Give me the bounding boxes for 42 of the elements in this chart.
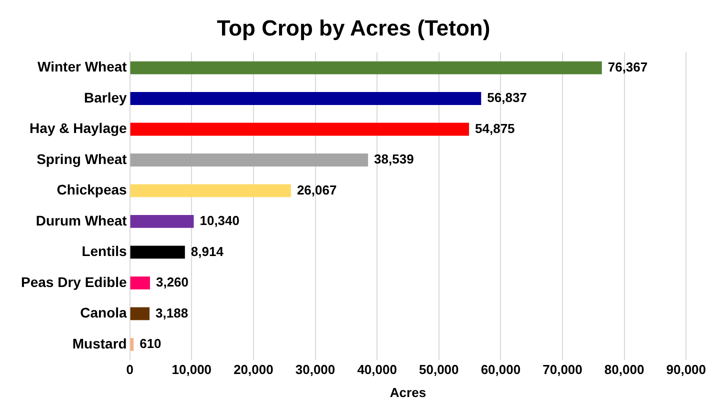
y-tick-label: Spring Wheat [36, 150, 128, 167]
bar [130, 122, 470, 136]
data-label: 76,367 [608, 59, 648, 74]
data-label: 3,260 [156, 274, 189, 290]
y-tick-label: Mustard [72, 335, 127, 352]
data-label: 56,837 [487, 90, 527, 106]
y-tick-label: Durum Wheat [36, 212, 128, 228]
bar [130, 338, 134, 351]
data-label: 3,188 [156, 305, 188, 320]
data-label: 10,340 [200, 213, 240, 228]
x-axis-title: Acres [390, 384, 426, 400]
data-label: 38,539 [374, 152, 414, 167]
bar [130, 215, 194, 228]
bar [130, 276, 150, 290]
bar [130, 92, 482, 105]
y-tick-label: Lentils [82, 243, 128, 260]
x-tick-label: 60,000 [480, 362, 521, 378]
data-label: 54,875 [475, 120, 515, 136]
y-tick-label: Chickpeas [56, 182, 128, 198]
x-tick-label: 90,000 [666, 362, 706, 378]
x-tick-label: 70,000 [542, 362, 582, 378]
x-tick-label: 80,000 [604, 362, 644, 378]
bar [130, 61, 602, 74]
x-tick-label: 40,000 [357, 362, 397, 378]
chart-title: Top Crop by Acres (Teton) [216, 15, 490, 40]
y-tick-label: Hay & Haylage [30, 120, 128, 136]
data-label: 8,914 [190, 244, 224, 259]
bar [130, 184, 291, 198]
x-tick-label: 50,000 [418, 362, 459, 378]
y-tick-label: Canola [80, 304, 128, 321]
bar [130, 246, 185, 259]
bar [130, 154, 368, 166]
y-tick-label: Peas Dry Edible [21, 274, 128, 290]
x-tick-label: 30,000 [295, 362, 336, 378]
bar [130, 307, 150, 320]
x-tick-label: 0 [126, 362, 134, 378]
data-label: 610 [140, 336, 162, 352]
data-label: 26,067 [296, 182, 337, 198]
y-tick-label: Barley [84, 89, 128, 106]
x-tick-label: 20,000 [234, 362, 274, 378]
y-tick-label: Winter Wheat [38, 58, 128, 75]
x-tick-label: 10,000 [172, 362, 212, 378]
